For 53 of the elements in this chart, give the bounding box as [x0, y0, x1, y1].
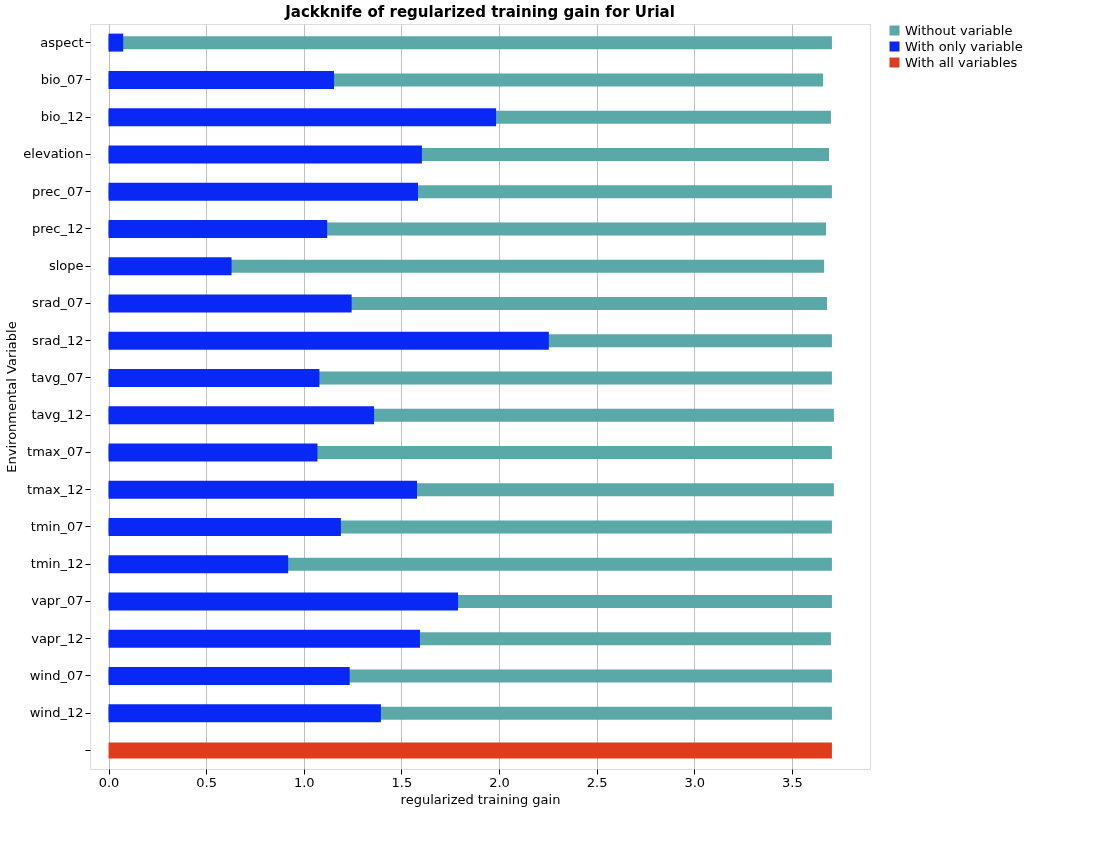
bar [108, 219, 328, 238]
y-tick-label: bio_12 [40, 109, 84, 125]
y-tick-label: tmax_12 [27, 481, 84, 497]
y-tick-label: tmin_12 [30, 556, 84, 572]
y-tick-label: bio_07 [40, 71, 84, 87]
bar [108, 406, 375, 425]
bar [108, 517, 341, 536]
legend-label: With all variables [905, 54, 1018, 70]
bar [108, 70, 335, 89]
legend-label: With only variable [905, 38, 1023, 54]
y-tick-label: srad_07 [32, 295, 84, 311]
y-tick-label: vapr_07 [31, 593, 84, 609]
y-tick-label: tavg_12 [31, 407, 84, 423]
bar [108, 480, 418, 499]
y-tick-label: slope [48, 258, 84, 274]
y-tick-label: prec_07 [32, 183, 84, 199]
bar [108, 704, 381, 723]
x-tick-label: 2.5 [586, 774, 608, 790]
bar [108, 145, 422, 164]
x-tick-label: 0.5 [196, 774, 218, 790]
y-tick-label: srad_12 [32, 332, 84, 348]
bar [108, 555, 289, 574]
y-tick-label: wind_07 [29, 667, 84, 683]
y-tick-label: tavg_07 [31, 369, 84, 385]
x-tick-label: 3.5 [782, 774, 803, 790]
y-tick-label: elevation [23, 146, 84, 162]
bar [108, 368, 320, 387]
bar [108, 592, 459, 611]
chart-title: Jackknife of regularized training gain for Urial [284, 3, 675, 21]
bar [108, 108, 497, 127]
bar [108, 294, 352, 313]
bar [108, 257, 232, 276]
x-tick-label: 0.0 [98, 774, 120, 790]
y-tick-label: tmax_07 [27, 444, 84, 460]
legend-label: Without variable [905, 22, 1013, 38]
y-tick-label: vapr_12 [31, 630, 84, 646]
y-tick-label: prec_12 [32, 220, 84, 236]
x-tick-label: 3.0 [684, 774, 706, 790]
bar [108, 33, 124, 52]
y-tick-label: aspect [40, 34, 84, 50]
bar [108, 443, 318, 462]
bar [108, 629, 420, 648]
bar [108, 742, 832, 759]
y-tick-label: wind_12 [29, 705, 84, 721]
y-tick-label: tmin_07 [30, 518, 84, 534]
x-tick-label: 1.5 [391, 774, 413, 790]
x-axis-title: regularized training gain [400, 791, 561, 807]
bar [108, 182, 419, 201]
y-axis-title: Environmental Variable [4, 321, 20, 473]
bar [108, 331, 549, 350]
x-tick-label: 1.0 [293, 774, 315, 790]
bar [108, 666, 350, 685]
x-tick-label: 2.0 [489, 774, 510, 790]
